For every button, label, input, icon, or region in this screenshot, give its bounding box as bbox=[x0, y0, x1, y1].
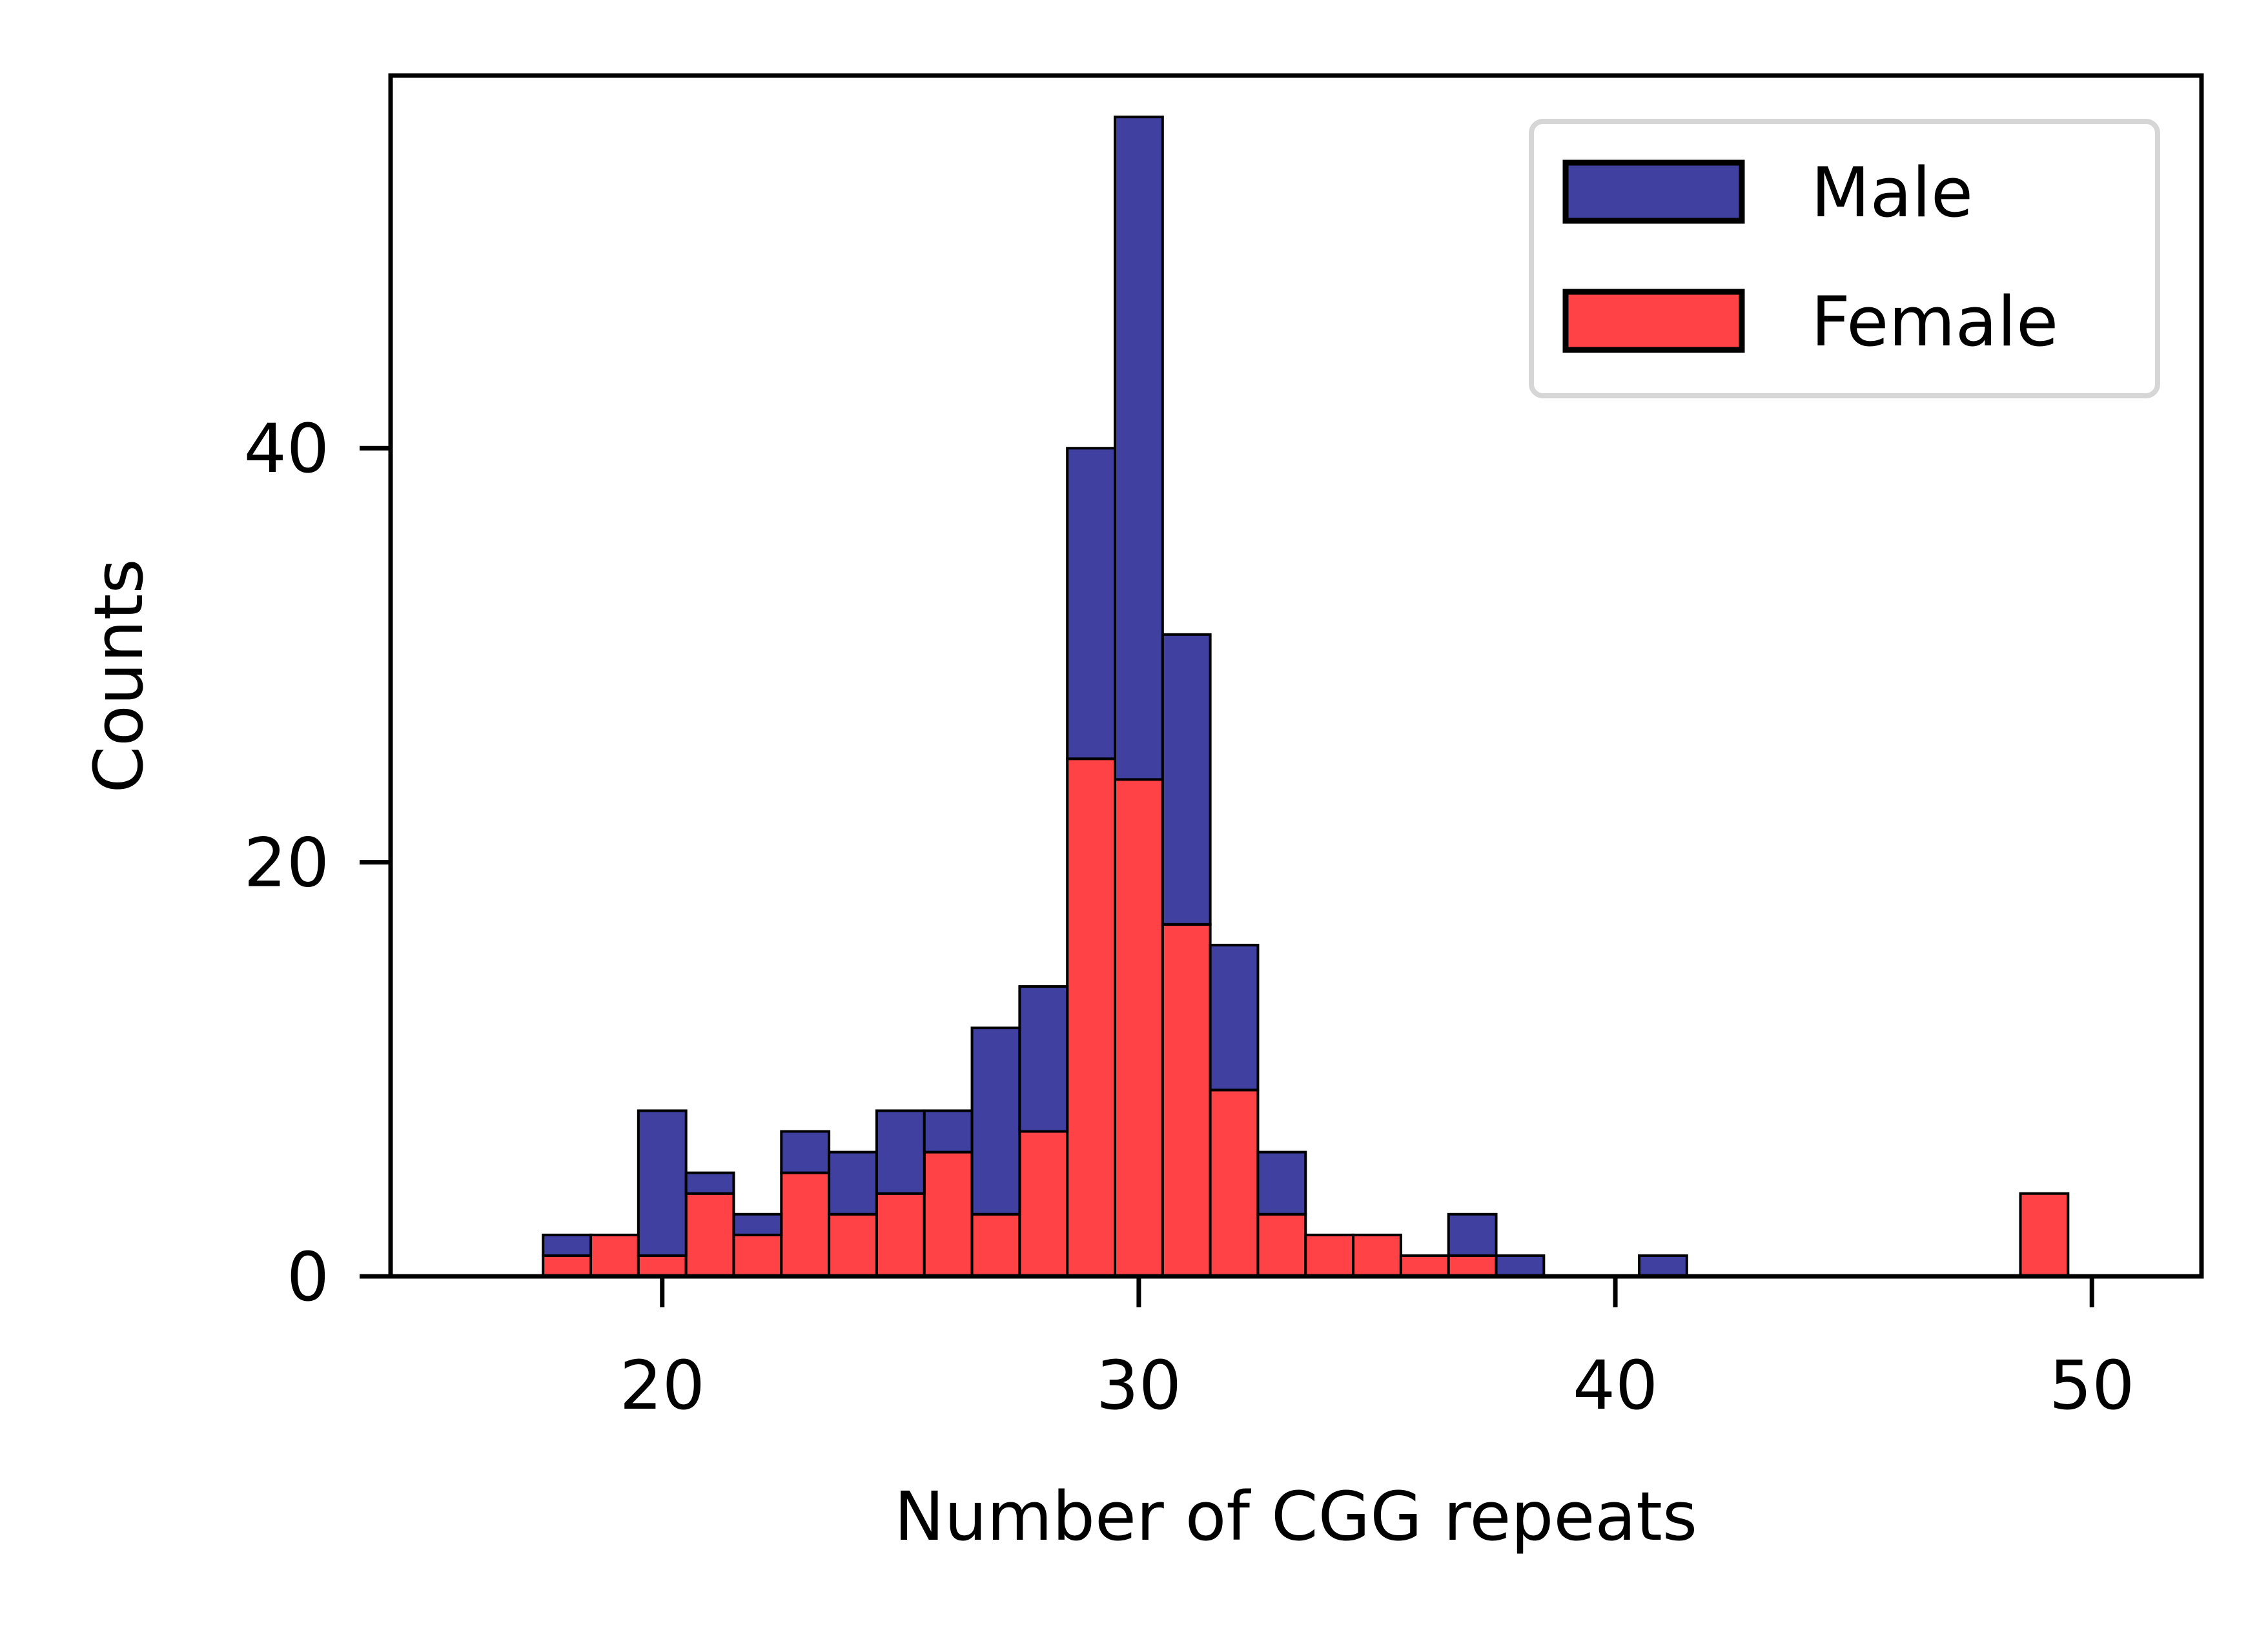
bar-female-bin-9 bbox=[970, 1212, 1021, 1278]
bar-male-bin-23 bbox=[1637, 1254, 1688, 1278]
bar-female-bin-10 bbox=[1018, 1130, 1069, 1278]
bars-layer bbox=[542, 116, 2070, 1278]
bar-male-bin-7 bbox=[875, 1109, 926, 1195]
bar-female-bin-17 bbox=[1352, 1233, 1402, 1278]
bar-female-bin-18 bbox=[1399, 1254, 1450, 1278]
bar-male-bin-10 bbox=[1018, 985, 1069, 1133]
bar-male-bin-0 bbox=[542, 1233, 593, 1257]
bar-female-bin-13 bbox=[1161, 923, 1212, 1278]
bar-female-bin-1 bbox=[589, 1233, 640, 1278]
bar-female-bin-4 bbox=[732, 1233, 783, 1278]
bar-female-bin-0 bbox=[542, 1254, 593, 1278]
legend-label-female: Female bbox=[1811, 282, 2058, 362]
bar-male-bin-4 bbox=[732, 1212, 783, 1236]
bar-female-bin-11 bbox=[1066, 757, 1116, 1278]
bar-male-bin-2 bbox=[637, 1109, 688, 1257]
y-tick-label-0: 0 bbox=[287, 1238, 329, 1316]
legend-label-male: Male bbox=[1811, 153, 1973, 232]
y-tick-label-20: 20 bbox=[244, 824, 329, 903]
x-tick-label-50: 50 bbox=[2049, 1346, 2134, 1425]
bar-male-bin-8 bbox=[923, 1109, 974, 1154]
bar-female-bin-5 bbox=[780, 1171, 831, 1278]
bar-male-bin-14 bbox=[1209, 943, 1260, 1092]
x-tick-label-20: 20 bbox=[620, 1346, 705, 1425]
bar-male-bin-6 bbox=[828, 1150, 878, 1216]
bar-female-bin-12 bbox=[1114, 778, 1164, 1278]
bar-male-bin-9 bbox=[970, 1026, 1021, 1216]
y-axis-ticks: 0 20 40 bbox=[244, 409, 391, 1316]
bar-female-bin-8 bbox=[923, 1150, 974, 1278]
bar-male-bin-5 bbox=[780, 1130, 831, 1174]
bar-male-bin-11 bbox=[1066, 447, 1116, 761]
y-axis-label: Counts bbox=[79, 558, 158, 793]
bar-female-bin-16 bbox=[1304, 1233, 1355, 1278]
legend: Male Female bbox=[1529, 119, 2160, 398]
bar-female-bin-19 bbox=[1447, 1254, 1498, 1278]
plot-frame bbox=[388, 73, 2204, 1279]
bar-female-bin-14 bbox=[1209, 1088, 1260, 1278]
x-tick-label-30: 30 bbox=[1096, 1346, 1181, 1425]
y-tick-label-40: 40 bbox=[244, 409, 329, 488]
bar-female-bin-15 bbox=[1256, 1212, 1307, 1278]
bar-male-bin-15 bbox=[1256, 1150, 1307, 1216]
bar-female-bin-31 bbox=[2019, 1192, 2070, 1278]
bar-male-bin-3 bbox=[684, 1171, 735, 1195]
bar-female-bin-7 bbox=[875, 1192, 926, 1278]
x-axis-label: Number of CGG repeats bbox=[894, 1477, 1697, 1556]
bar-male-bin-13 bbox=[1161, 633, 1212, 926]
bar-male-bin-20 bbox=[1495, 1254, 1546, 1278]
legend-swatch-male bbox=[1562, 159, 1745, 224]
bar-female-bin-3 bbox=[684, 1192, 735, 1278]
x-axis-ticks: 20 30 40 50 bbox=[620, 1276, 2134, 1425]
bar-female-bin-2 bbox=[637, 1254, 688, 1278]
bar-male-bin-19 bbox=[1447, 1212, 1498, 1257]
bar-male-bin-12 bbox=[1114, 116, 1164, 781]
bar-female-bin-6 bbox=[828, 1212, 878, 1278]
x-tick-label-40: 40 bbox=[1573, 1346, 1658, 1425]
legend-swatch-female bbox=[1562, 289, 1745, 353]
